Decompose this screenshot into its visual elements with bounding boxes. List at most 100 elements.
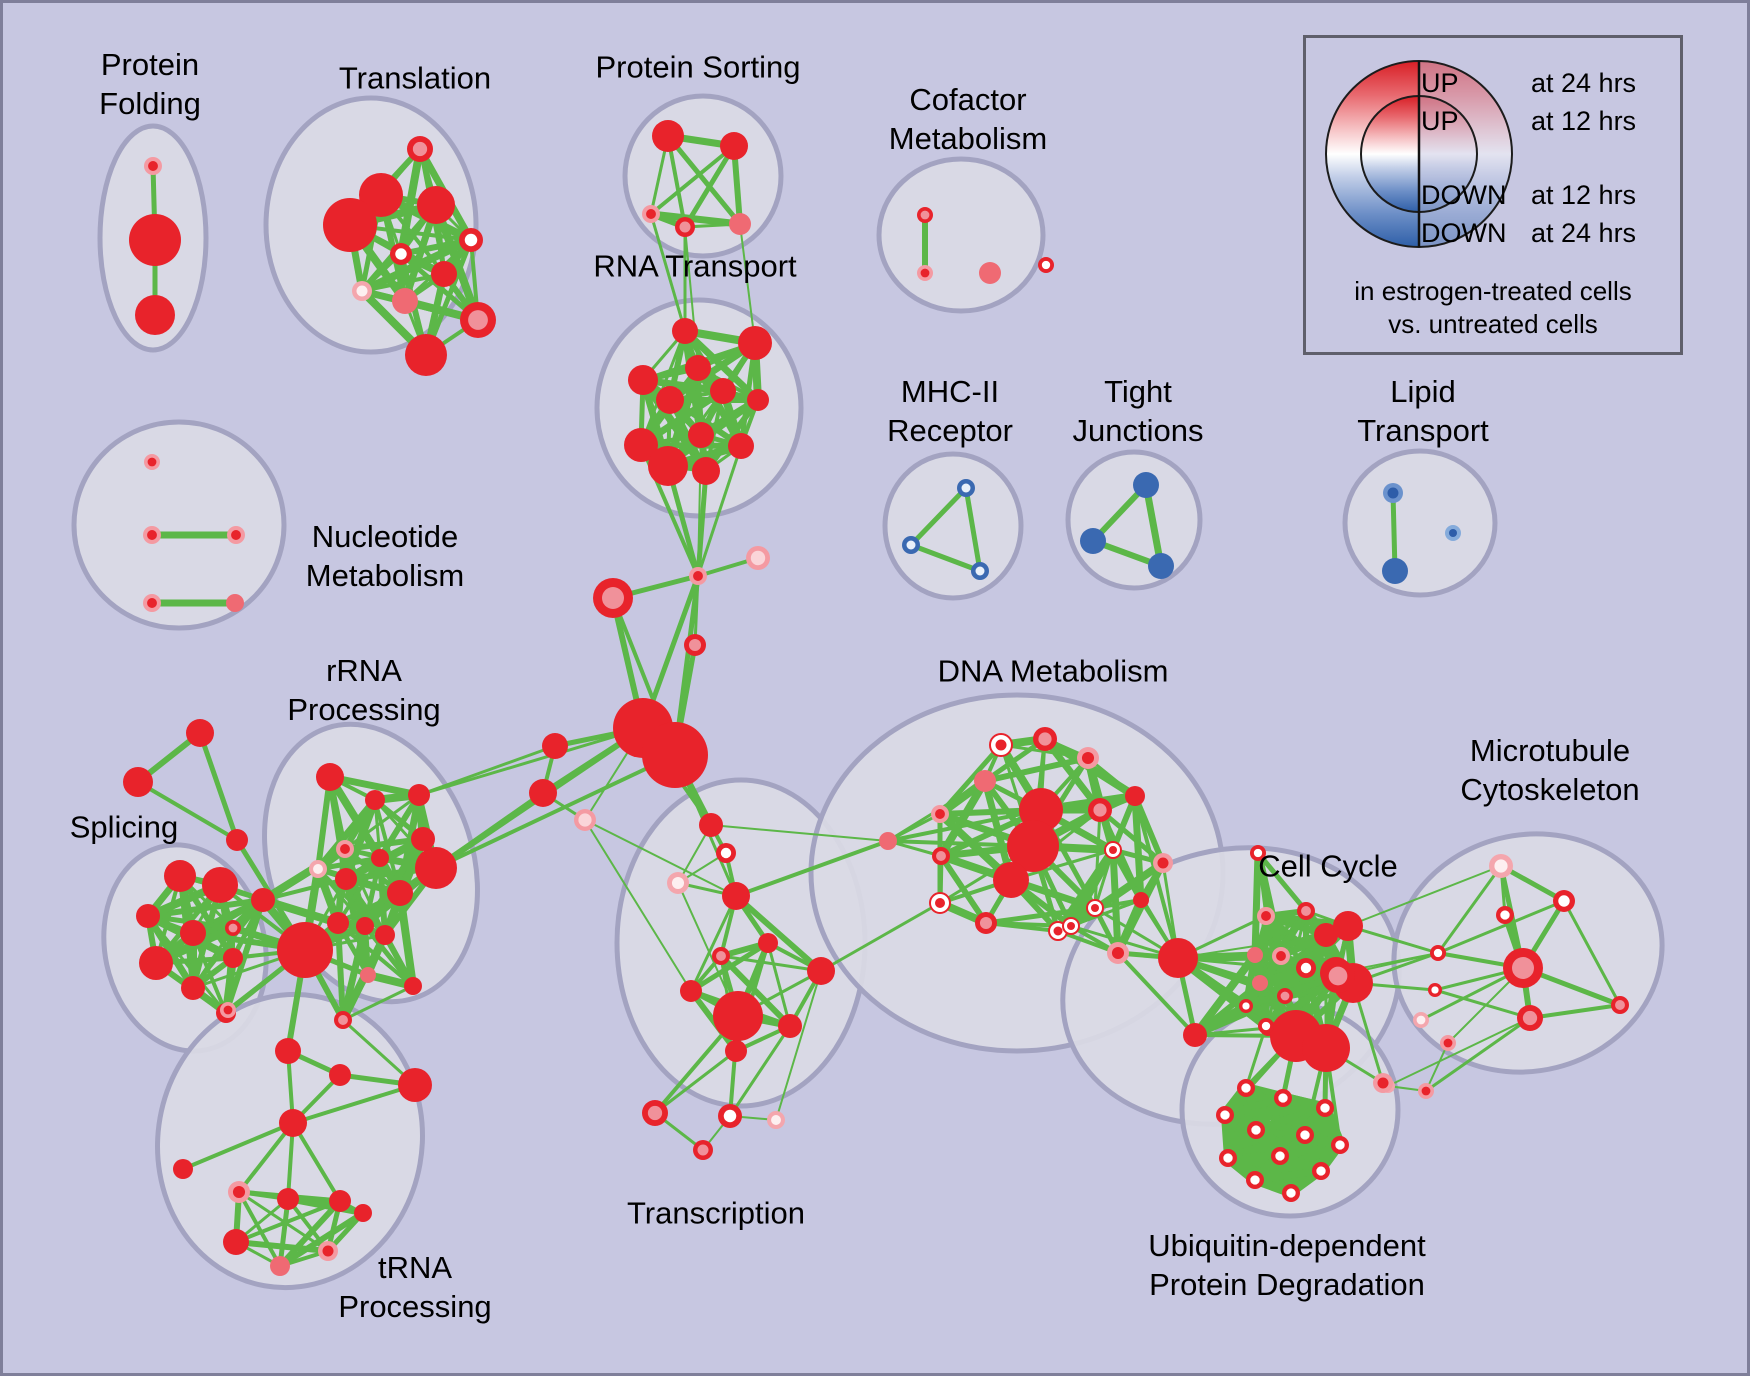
node — [228, 1181, 250, 1203]
edge — [1067, 846, 1117, 930]
node — [181, 976, 205, 1000]
node — [879, 832, 897, 850]
edge — [1069, 898, 1143, 928]
edge — [1390, 490, 1398, 574]
node — [387, 880, 413, 906]
node — [226, 829, 248, 851]
node — [542, 733, 568, 759]
node — [135, 295, 175, 335]
node — [1247, 947, 1263, 963]
legend-node-glyph — [1325, 59, 1514, 249]
node — [642, 1100, 668, 1126]
node — [1125, 786, 1145, 806]
edge — [1093, 808, 1102, 910]
node — [1428, 983, 1442, 997]
node — [417, 186, 455, 224]
node — [713, 991, 763, 1041]
node — [223, 948, 243, 968]
node — [1258, 1018, 1274, 1034]
node — [574, 809, 596, 831]
legend-fade-half — [1419, 59, 1514, 249]
edge — [146, 914, 228, 1015]
edge — [315, 774, 333, 872]
edge — [766, 941, 792, 1028]
node — [971, 562, 989, 580]
edge — [728, 1024, 792, 1118]
node — [309, 860, 327, 878]
node — [1216, 1106, 1234, 1124]
edge — [693, 574, 700, 647]
node — [767, 1111, 785, 1129]
node — [1133, 472, 1159, 498]
node — [692, 457, 720, 485]
node — [667, 872, 689, 894]
node — [1489, 854, 1513, 878]
edge — [396, 889, 417, 990]
node — [407, 136, 433, 162]
legend-up-24-time: at 24 hrs — [1531, 68, 1637, 98]
edge — [233, 1239, 331, 1254]
edge — [734, 839, 890, 898]
node — [318, 1241, 338, 1261]
node — [689, 567, 707, 585]
node — [1297, 902, 1315, 920]
node — [778, 1014, 802, 1038]
node — [335, 868, 357, 890]
legend-down-12-time: at 12 hrs — [1531, 180, 1637, 210]
node — [1282, 1184, 1300, 1202]
node — [1517, 1005, 1543, 1031]
edge — [938, 853, 989, 926]
node — [1271, 1147, 1289, 1165]
node — [1445, 525, 1461, 541]
edge — [649, 144, 736, 216]
node — [1148, 553, 1174, 579]
edge — [963, 485, 983, 574]
edge — [649, 212, 687, 333]
edge — [719, 954, 823, 973]
node — [356, 917, 374, 935]
node — [1274, 1089, 1292, 1107]
node — [807, 957, 835, 985]
cluster-ellipse-mhc-ii-receptor — [882, 451, 1024, 601]
node — [144, 454, 160, 470]
cluster-ellipse-nucleotide-metabolism — [71, 419, 287, 631]
node — [411, 827, 435, 851]
node — [136, 904, 160, 928]
edge — [434, 753, 677, 870]
edge — [237, 1190, 282, 1268]
edge — [886, 839, 943, 858]
edge — [1387, 1017, 1531, 1087]
edge — [1255, 850, 1329, 938]
node — [354, 1204, 372, 1222]
edge — [1433, 988, 1532, 1020]
node — [1038, 257, 1054, 273]
legend-down-12-label: DOWN — [1421, 180, 1507, 210]
edge — [1528, 1003, 1622, 1020]
edge — [775, 970, 822, 1121]
edge — [739, 223, 756, 344]
node — [628, 365, 658, 395]
edge — [336, 856, 382, 925]
node — [1033, 727, 1057, 751]
edge — [277, 1196, 291, 1269]
node — [1250, 845, 1266, 861]
node — [1239, 999, 1253, 1013]
node — [143, 594, 161, 612]
node — [722, 882, 750, 910]
node — [738, 326, 772, 360]
edge — [1193, 1026, 1270, 1037]
node — [1413, 1012, 1429, 1028]
node — [1302, 1024, 1350, 1072]
edge — [584, 819, 737, 897]
legend-row-down-12: DOWN at 12 hrs — [1306, 180, 1680, 212]
edge — [733, 893, 824, 974]
node — [334, 1011, 352, 1029]
node — [1252, 975, 1268, 991]
edge — [277, 1210, 366, 1269]
edge — [682, 143, 737, 230]
node — [1373, 1073, 1393, 1093]
edge — [1142, 481, 1165, 570]
edge — [908, 485, 969, 548]
edge — [1425, 1042, 1449, 1092]
edge — [315, 855, 383, 872]
